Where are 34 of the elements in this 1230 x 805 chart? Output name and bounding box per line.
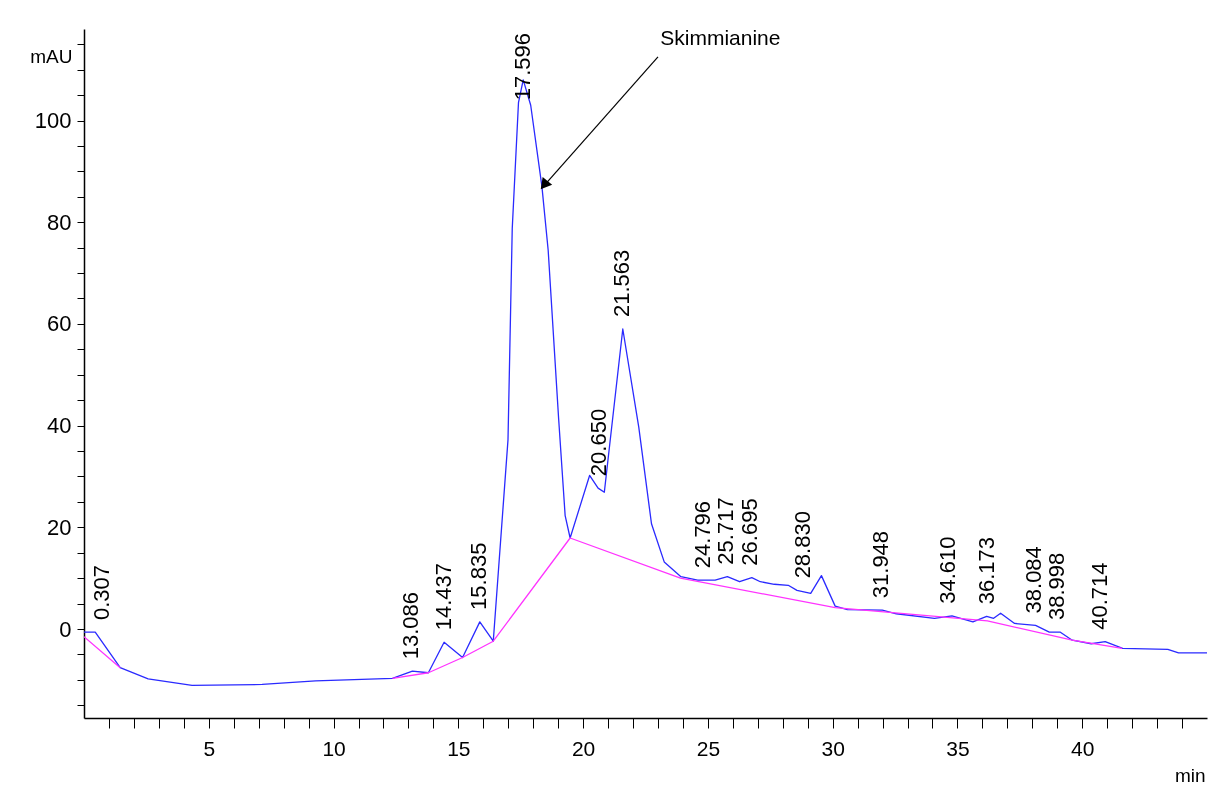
x-axis-title: min <box>1174 764 1206 786</box>
annotation: 28.830 <box>790 511 816 579</box>
x-tick-label: 20 <box>571 736 596 760</box>
annotation: 38.998 <box>1044 552 1070 621</box>
annotation: Skimmianine <box>660 26 781 50</box>
y-tick-label: 40 <box>47 413 72 439</box>
x-tick-label: 35 <box>946 736 970 760</box>
annotation: 31.948 <box>868 530 894 599</box>
y-axis-title: mAU <box>30 45 73 67</box>
y-tick-label: 0 <box>59 616 72 642</box>
y-tick-label: 100 <box>34 108 72 134</box>
annotation: 38.084 <box>1021 546 1047 614</box>
x-tick-label: 10 <box>322 736 346 760</box>
annotation: 24.796 <box>689 500 715 569</box>
y-tick-label: 20 <box>47 514 72 540</box>
annotation: 40.714 <box>1087 562 1113 630</box>
annotation: 34.610 <box>934 536 960 604</box>
annotation: 13.086 <box>397 591 423 660</box>
x-tick-label: 15 <box>447 736 471 760</box>
y-tick-label: 80 <box>47 209 72 235</box>
annotation: 17.596 <box>510 33 536 101</box>
annotation: 0.307 <box>88 565 114 621</box>
x-tick-label: 5 <box>203 736 216 760</box>
annotation: 14.437 <box>431 562 457 631</box>
annotation: 26.695 <box>737 498 763 566</box>
y-tick-label: 60 <box>47 311 72 337</box>
annotation: 20.650 <box>586 408 612 477</box>
x-tick-label: 40 <box>1071 736 1095 760</box>
annotation: 15.835 <box>466 542 492 610</box>
x-tick-label: 30 <box>821 736 845 760</box>
annotation: 36.173 <box>973 537 999 605</box>
annotation: 21.563 <box>609 249 635 318</box>
x-tick-label: 25 <box>696 736 721 760</box>
annotation: 25.717 <box>712 497 738 565</box>
